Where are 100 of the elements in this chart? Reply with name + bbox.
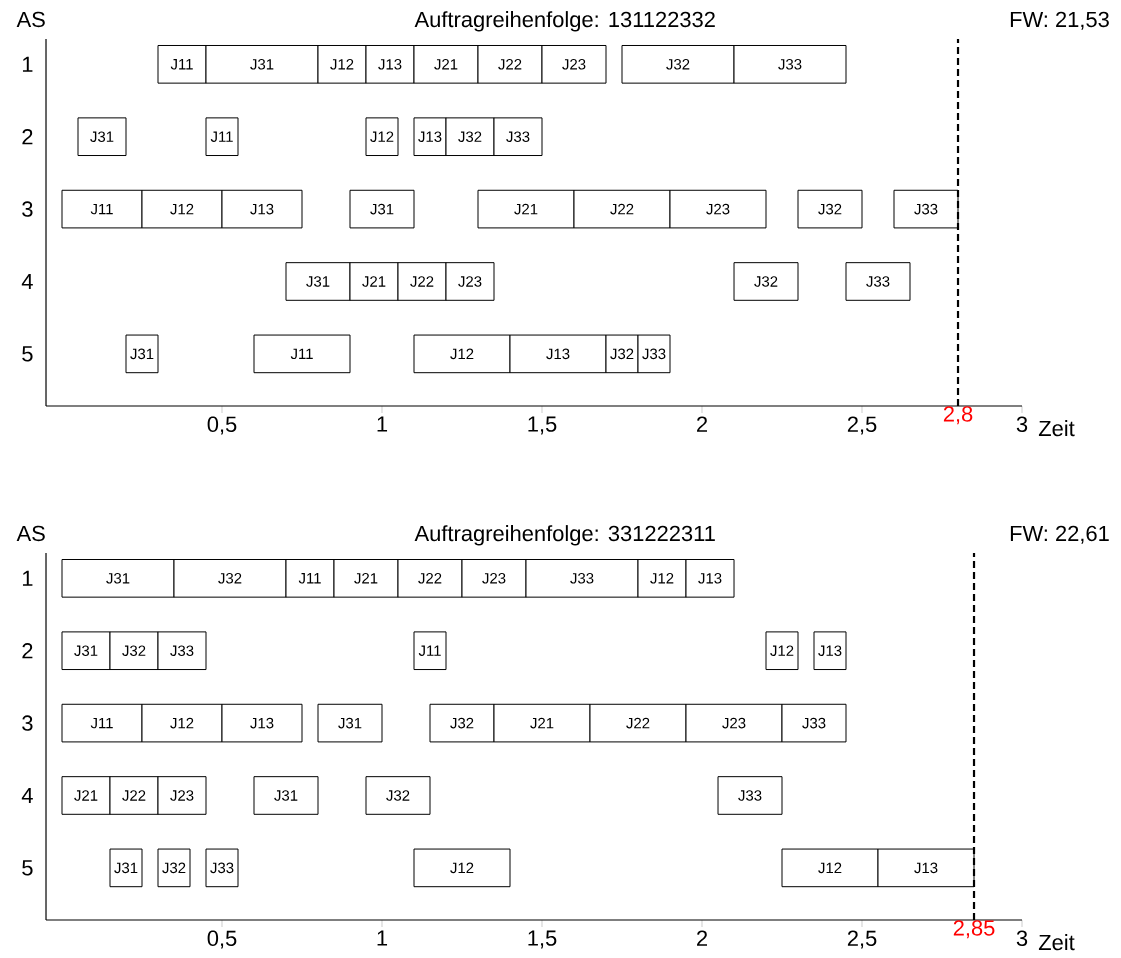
data-label: J33 (506, 131, 530, 142)
ref-line-label: 2,8 (943, 406, 973, 425)
data-label: J23 (722, 717, 746, 729)
x-axis-title: Zeit (1038, 420, 1075, 437)
x-tick-label: 3 (1016, 416, 1028, 433)
bar (77, 117, 127, 157)
x-tick-label: 2 (697, 930, 708, 946)
data-label: J32 (610, 348, 634, 360)
chart-title: Auftragreihenfolge: 131122332 (414, 11, 715, 32)
y-tick-label: 1 (22, 570, 33, 586)
data-label: J13 (418, 131, 442, 142)
bar (797, 189, 863, 229)
y-tick-label: 2 (22, 643, 33, 659)
data-label: J11 (298, 573, 321, 584)
data-label: J31 (74, 645, 98, 656)
bar (845, 262, 911, 301)
chart-title: Auftragreihenfolge: 331222311 (414, 525, 715, 546)
bar (365, 776, 431, 815)
data-label: J12 (770, 645, 794, 656)
x-tick-label: 2,5 (847, 416, 877, 435)
data-label: J12 (650, 573, 674, 584)
data-label: J23 (458, 276, 482, 287)
bar (157, 848, 191, 888)
text: FW: 22,61 (1010, 525, 1109, 544)
data-label: J13 (698, 573, 722, 584)
data-label: J22 (410, 276, 434, 287)
data-label: J33 (866, 276, 890, 287)
bar (413, 631, 447, 671)
text: FW: 21,53 (1010, 11, 1109, 30)
data-label: J11 (170, 59, 193, 70)
data-label: J33 (642, 348, 666, 360)
y-tick-label: 2 (22, 129, 33, 145)
y-tick-label: 5 (22, 860, 33, 876)
data-label: J32 (386, 790, 410, 801)
x-tick-label: 1 (377, 416, 388, 432)
data-label: J13 (250, 203, 274, 215)
data-label: J11 (418, 645, 441, 656)
data-label: J33 (170, 645, 194, 656)
data-label: J11 (210, 131, 233, 142)
x-tick-label: 2,5 (847, 930, 877, 949)
data-label: J32 (218, 573, 242, 584)
x-tick-label: 1 (377, 930, 388, 946)
data-label: J31 (250, 59, 274, 70)
data-label: J23 (170, 790, 194, 801)
data-label: J12 (370, 131, 394, 142)
data-label: J32 (754, 276, 778, 287)
x-axis-title: Zeit (1038, 934, 1075, 951)
data-label: J31 (106, 573, 130, 584)
y-tick-label: 4 (21, 273, 33, 290)
data-label: J23 (706, 203, 730, 215)
data-label: J33 (778, 59, 802, 70)
data-label: J13 (546, 348, 570, 360)
data-label: J11 (90, 203, 113, 215)
data-label: J31 (370, 203, 394, 215)
bar (125, 334, 159, 374)
data-label: J23 (482, 573, 506, 584)
bar (365, 117, 399, 157)
data-label: J21 (74, 790, 98, 801)
data-label: J22 (418, 573, 442, 584)
bar (253, 776, 319, 815)
bar (349, 189, 415, 229)
bar (733, 262, 799, 301)
bar (813, 631, 847, 671)
y-axis-title: AS (16, 525, 45, 542)
data-label: J12 (170, 203, 194, 215)
data-label: J33 (914, 203, 938, 215)
data-label: J11 (290, 348, 313, 360)
x-tick-label: 1,5 (528, 930, 557, 949)
y-axis-title: AS (16, 11, 45, 28)
data-label: J23 (562, 59, 586, 70)
data-label: J31 (338, 717, 362, 729)
data-label: J12 (170, 717, 194, 729)
data-label: J22 (626, 717, 650, 729)
data-label: J32 (450, 717, 474, 729)
data-label: J11 (90, 717, 113, 729)
bar (109, 848, 143, 888)
data-label: J31 (274, 790, 298, 801)
bar (253, 334, 351, 374)
data-label: J32 (162, 862, 186, 874)
data-label: J31 (90, 131, 114, 142)
x-tick-label: 0,5 (207, 930, 237, 949)
data-label: J12 (330, 59, 354, 70)
x-tick-label: 0,5 (207, 416, 237, 435)
y-tick-label: 1 (22, 56, 33, 72)
data-label: J21 (354, 573, 378, 584)
data-label: J33 (210, 862, 234, 874)
data-label: J31 (130, 348, 154, 360)
data-label: J22 (122, 790, 146, 801)
ref-line-label: 2,85 (953, 920, 995, 939)
data-label: J22 (610, 203, 634, 215)
data-label: J22 (498, 59, 522, 70)
data-label: J31 (114, 862, 138, 874)
data-label: J32 (818, 203, 842, 215)
data-label: J33 (570, 573, 594, 584)
data-label: J33 (738, 790, 762, 801)
y-tick-label: 3 (22, 201, 33, 217)
bar (765, 631, 799, 671)
data-label: J13 (378, 59, 402, 70)
data-label: J32 (666, 59, 690, 70)
x-tick-label: 1,5 (528, 416, 557, 435)
